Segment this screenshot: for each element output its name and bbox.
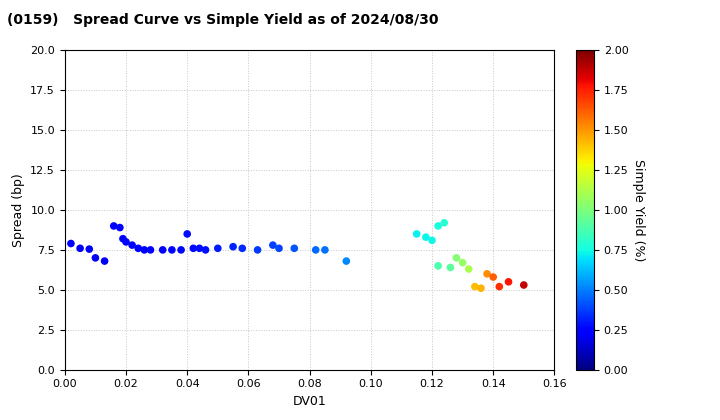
Point — [432, 262, 444, 269]
Point — [482, 270, 493, 277]
Point — [145, 247, 156, 253]
Point — [200, 247, 212, 253]
Point — [411, 231, 423, 237]
Point — [426, 237, 438, 244]
Point — [487, 274, 499, 281]
Point — [74, 245, 86, 252]
Y-axis label: Simple Yield (%): Simple Yield (%) — [632, 159, 645, 261]
Y-axis label: Spread (bp): Spread (bp) — [12, 173, 24, 247]
Point — [114, 224, 126, 231]
Point — [289, 245, 300, 252]
Point — [310, 247, 322, 253]
Point — [451, 255, 462, 261]
Point — [120, 239, 132, 245]
Point — [341, 258, 352, 265]
Point — [274, 245, 285, 252]
Point — [432, 223, 444, 229]
Point — [194, 245, 205, 252]
Point — [494, 283, 505, 290]
Point — [518, 282, 529, 289]
Point — [132, 245, 144, 252]
Point — [475, 285, 487, 291]
X-axis label: DV01: DV01 — [293, 395, 326, 408]
Point — [176, 247, 187, 253]
Point — [319, 247, 330, 253]
Point — [65, 240, 77, 247]
Point — [438, 219, 450, 226]
Point — [237, 245, 248, 252]
Text: (0159)   Spread Curve vs Simple Yield as of 2024/08/30: (0159) Spread Curve vs Simple Yield as o… — [7, 13, 438, 26]
Point — [445, 264, 456, 271]
Point — [212, 245, 224, 252]
Point — [420, 234, 432, 241]
Point — [228, 243, 239, 250]
Point — [463, 266, 474, 273]
Point — [166, 247, 178, 253]
Point — [84, 246, 95, 252]
Point — [267, 242, 279, 249]
Point — [157, 247, 168, 253]
Point — [89, 255, 101, 261]
Point — [187, 245, 199, 252]
Point — [181, 231, 193, 237]
Point — [117, 235, 129, 242]
Point — [252, 247, 264, 253]
Point — [469, 283, 481, 290]
Point — [99, 258, 110, 265]
Point — [127, 242, 138, 249]
Point — [108, 223, 120, 229]
Point — [139, 247, 150, 253]
Point — [503, 278, 514, 285]
Point — [457, 259, 469, 266]
